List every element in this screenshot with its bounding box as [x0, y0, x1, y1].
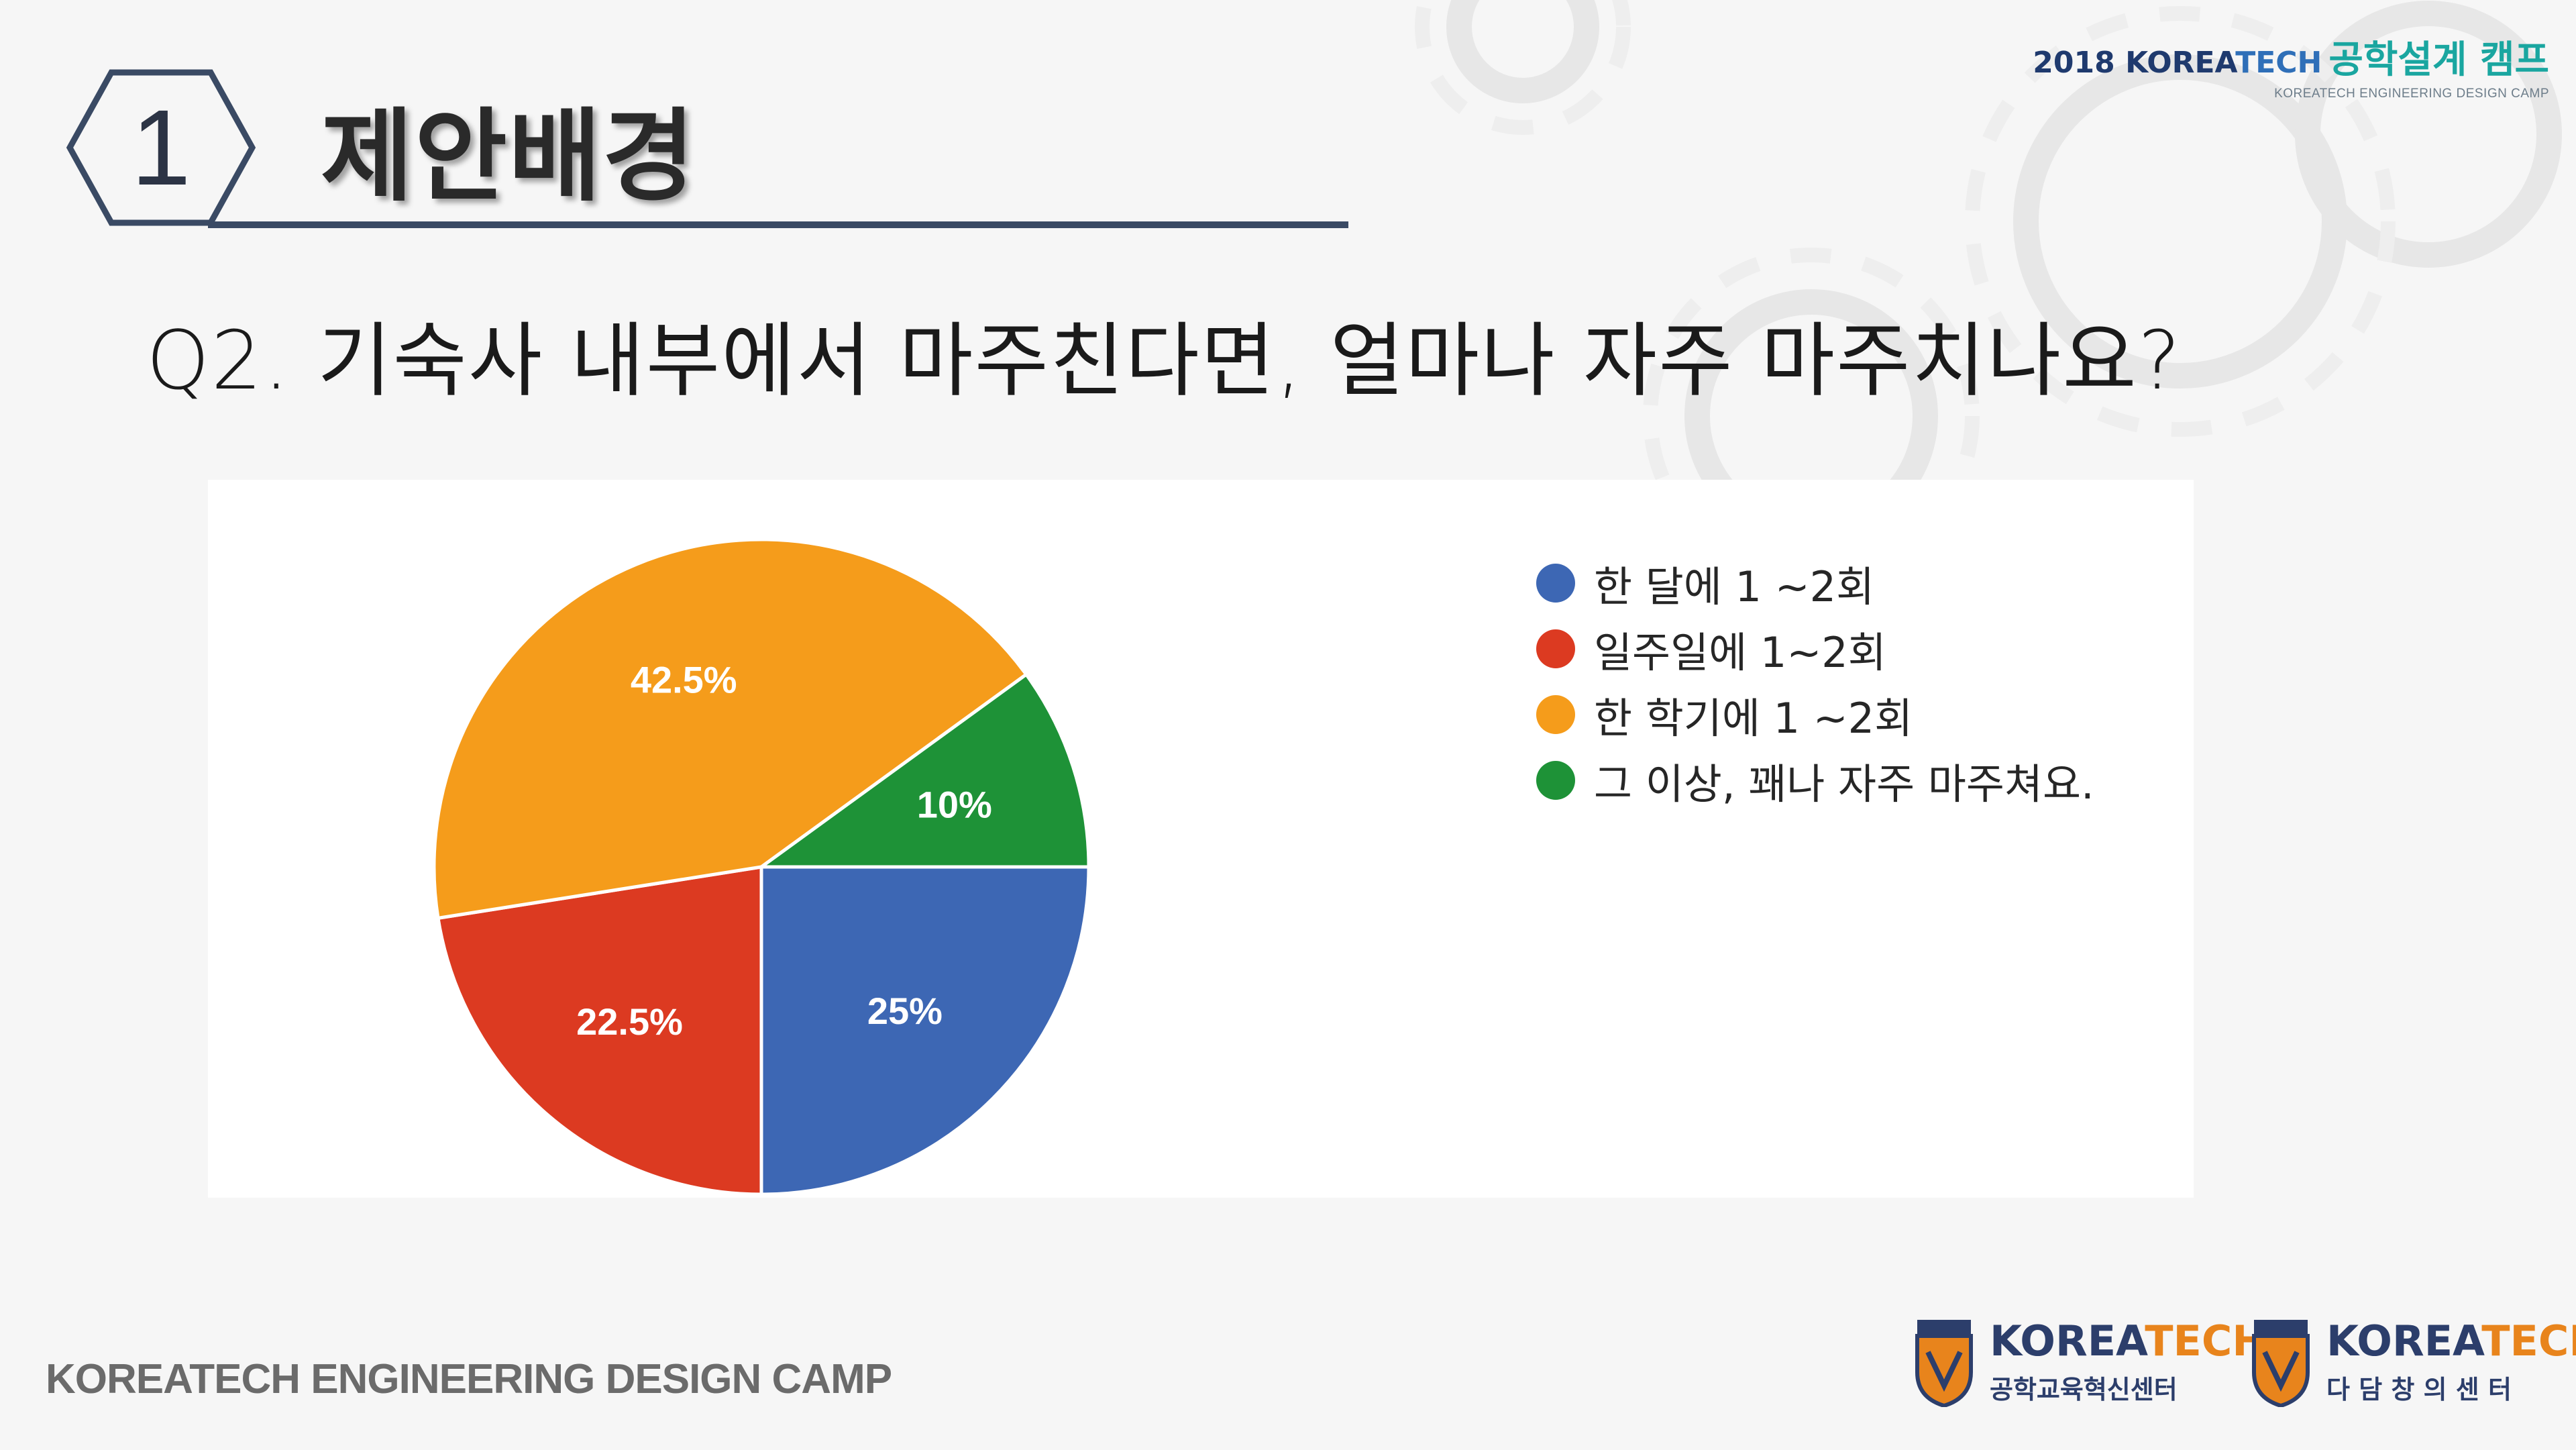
- logo-name: KOREATECH: [1990, 1316, 2267, 1365]
- pie-slice: [436, 865, 763, 1196]
- legend-swatch: [1536, 564, 1575, 603]
- pie-chart: 25% 22.5% 42.5% 10%: [432, 537, 1091, 1196]
- legend-item: 그 이상, 꽤나 자주 마주쳐요.: [1536, 747, 2094, 813]
- legend-item: 한 달에 1 ~2회: [1536, 550, 2094, 616]
- slice-data-label: 25%: [867, 990, 943, 1032]
- pie-slice: [759, 865, 1091, 1196]
- icee-logo: KOREATECH 공학교육혁신센터: [1913, 1318, 2267, 1407]
- shield-icon: [2252, 1320, 2310, 1407]
- slice-data-label: 10%: [917, 784, 992, 826]
- legend-label: 한 달에 1 ~2회: [1594, 562, 1875, 611]
- legend-swatch: [1536, 761, 1575, 800]
- legend-item: 한 학기에 1 ~2회: [1536, 682, 2094, 747]
- logo-name: KOREATECH: [2326, 1316, 2576, 1365]
- section-title: 제안배경: [321, 99, 697, 215]
- legend-swatch: [1536, 695, 1575, 734]
- legend-label: 그 이상, 꽤나 자주 마주쳐요.: [1594, 760, 2094, 809]
- slice-data-label: 42.5%: [631, 658, 737, 701]
- legend-label: 일주일에 1~2회: [1594, 628, 1886, 677]
- logo-subtitle: 공학교육혁신센터: [1990, 1374, 2178, 1404]
- question-text: Q2. 기숙사 내부에서 마주친다면, 얼마나 자주 마주치나요?: [146, 315, 2182, 408]
- camp-brand: 2018 KOREATECH 공학설계 캠프 KOREATECH ENGINEER…: [2033, 30, 2549, 101]
- brand-title: 2018 KOREATECH 공학설계 캠프: [2033, 30, 2549, 84]
- brand-camp: 공학설계 캠프: [2328, 38, 2549, 82]
- pie-slice: [432, 537, 1029, 921]
- shield-icon: [1915, 1320, 1973, 1407]
- dlf-logo: KOREATECH 다 담 창 의 센 터: [2250, 1318, 2576, 1407]
- logo-subtitle: 다 담 창 의 센 터: [2326, 1374, 2512, 1404]
- brand-year-korea: 2018 KOREA: [2033, 46, 2236, 80]
- legend-label: 한 학기에 1 ~2회: [1594, 694, 1913, 743]
- pie-slice: [756, 672, 1091, 869]
- section-number: 1: [131, 87, 191, 207]
- slice-data-label: 22.5%: [576, 1000, 683, 1043]
- brand-tech: TECH: [2235, 46, 2322, 80]
- chart-panel: 25% 22.5% 42.5% 10%: [208, 480, 2194, 1198]
- footer-text: KOREATECH ENGINEERING DESIGN CAMP: [46, 1356, 892, 1402]
- title-underline: [208, 221, 1348, 228]
- brand-subtitle: KOREATECH ENGINEERING DESIGN CAMP: [2274, 87, 2549, 101]
- legend-swatch: [1536, 629, 1575, 668]
- legend-item: 일주일에 1~2회: [1536, 616, 2094, 682]
